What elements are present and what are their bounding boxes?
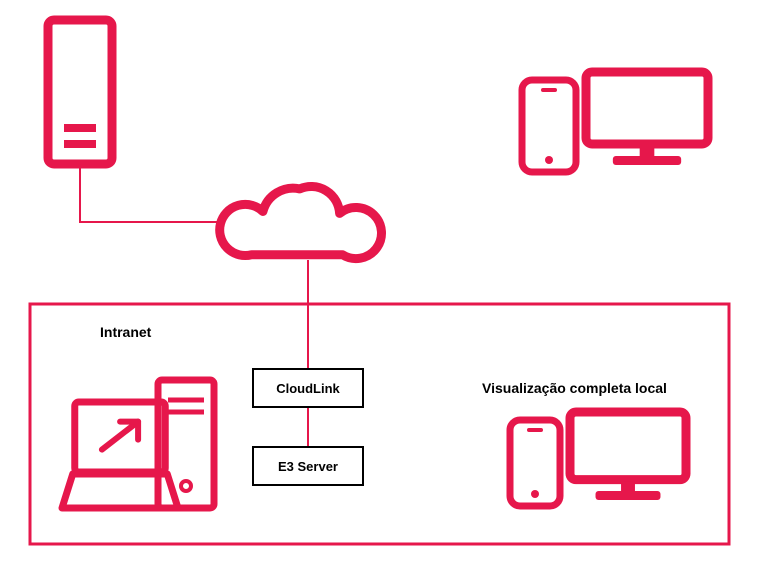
cloudlink-box: CloudLink bbox=[252, 368, 364, 408]
cloud-icon bbox=[220, 187, 382, 259]
cloudlink-box-label: CloudLink bbox=[276, 381, 340, 396]
phone-icon bbox=[510, 420, 560, 506]
diagram-canvas bbox=[0, 0, 761, 572]
monitor-icon bbox=[586, 72, 708, 165]
e3server-box-label: E3 Server bbox=[278, 459, 338, 474]
intranet-label: Intranet bbox=[100, 324, 151, 340]
viz-local-label: Visualização completa local bbox=[482, 380, 667, 396]
phone-icon bbox=[522, 80, 576, 172]
monitor-icon bbox=[570, 412, 686, 500]
server-icon bbox=[48, 20, 112, 164]
e3server-box: E3 Server bbox=[252, 446, 364, 486]
connector-server_top-cloud bbox=[80, 164, 236, 222]
